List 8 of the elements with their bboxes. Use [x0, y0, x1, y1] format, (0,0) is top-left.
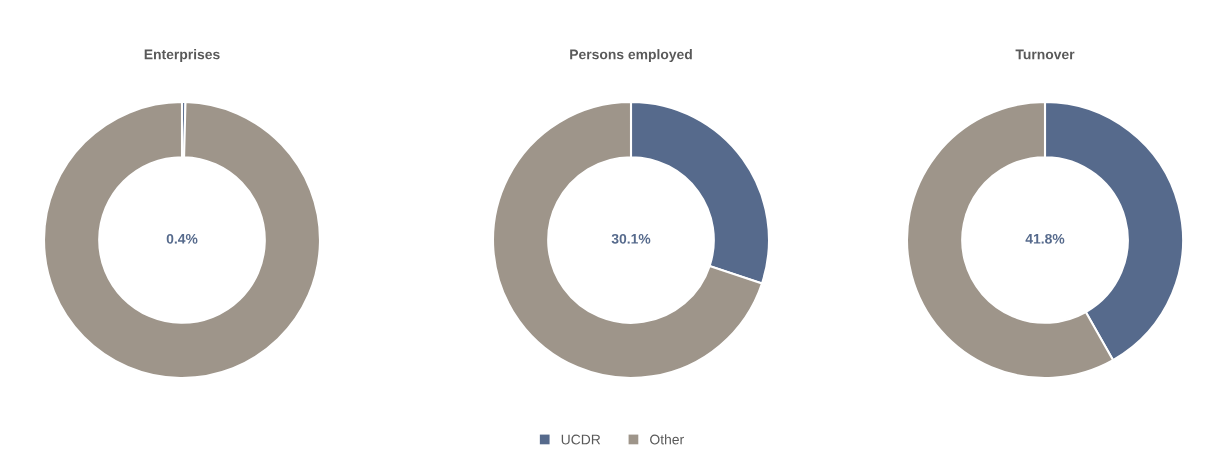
legend-label: UCDR — [561, 434, 601, 445]
data-label: 0.4% — [166, 233, 198, 244]
chart-title: Enterprises — [144, 49, 220, 63]
chart-title: Turnover — [1015, 49, 1075, 60]
chart-title: Persons employed — [570, 49, 692, 63]
legend-label: Other — [650, 434, 684, 445]
data-label: 30.1% — [611, 233, 651, 244]
data-label: 41.8% — [1025, 233, 1065, 244]
